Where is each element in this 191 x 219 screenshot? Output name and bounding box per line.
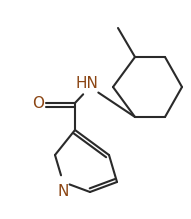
- Text: O: O: [32, 95, 44, 111]
- Text: HN: HN: [76, 76, 98, 92]
- Text: N: N: [57, 184, 69, 200]
